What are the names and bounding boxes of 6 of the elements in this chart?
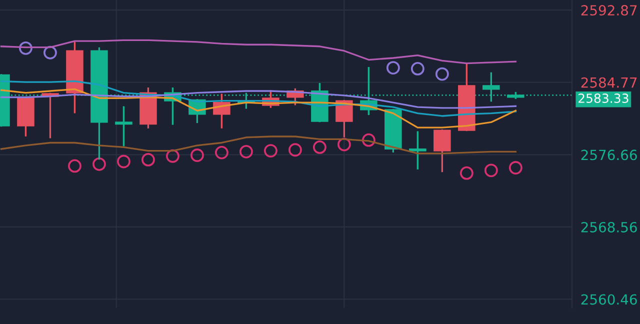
y-tick-label: 2576.66	[581, 150, 637, 160]
y-tick-label: 2560.46	[581, 294, 637, 305]
y-tick-label: 2568.56	[581, 222, 637, 232]
y-tick-label: 2584.77	[581, 77, 637, 88]
ref-line-label: 2583.33	[578, 94, 628, 103]
y-tick-label: 2592.87	[581, 5, 637, 16]
